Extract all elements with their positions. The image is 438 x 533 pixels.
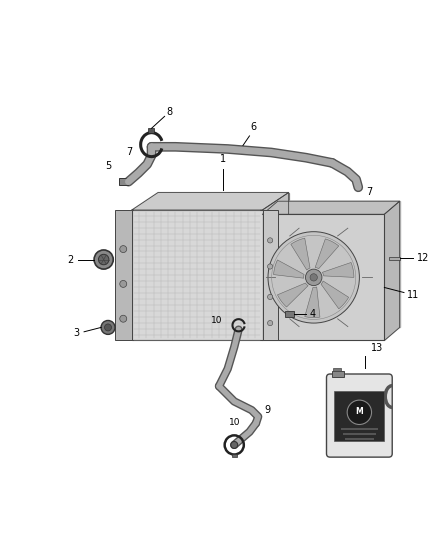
Text: 10: 10 (229, 418, 240, 426)
Bar (334, 391, 385, 441)
Bar (132, 210, 262, 341)
Circle shape (231, 441, 238, 448)
Polygon shape (132, 192, 289, 210)
Text: 10: 10 (211, 317, 222, 326)
Bar (115, 210, 132, 341)
Circle shape (310, 274, 318, 281)
Bar (285, 311, 294, 317)
Circle shape (305, 269, 322, 286)
Circle shape (105, 324, 112, 331)
Bar (119, 178, 128, 185)
Text: 7: 7 (127, 148, 133, 157)
Circle shape (99, 254, 109, 265)
Text: 7: 7 (366, 187, 372, 197)
Circle shape (94, 250, 113, 269)
Polygon shape (321, 281, 349, 309)
Polygon shape (385, 201, 399, 341)
Polygon shape (322, 262, 354, 277)
Text: 5: 5 (105, 161, 111, 171)
Polygon shape (277, 283, 308, 307)
Polygon shape (158, 192, 289, 323)
Polygon shape (315, 239, 339, 269)
Bar (232, 454, 237, 457)
Bar (345, 438, 374, 440)
Circle shape (268, 294, 273, 300)
Text: 12: 12 (417, 253, 429, 263)
Polygon shape (274, 260, 304, 278)
Circle shape (120, 280, 127, 287)
Text: 4: 4 (310, 309, 316, 319)
Circle shape (120, 315, 127, 322)
Text: 13: 13 (371, 343, 383, 353)
Bar (333, 368, 341, 372)
Text: 1: 1 (220, 154, 226, 164)
Bar (332, 371, 344, 377)
Text: 6: 6 (250, 123, 256, 133)
Text: 3: 3 (74, 328, 80, 338)
Bar (262, 214, 385, 341)
Circle shape (268, 232, 360, 323)
Polygon shape (278, 201, 399, 327)
Bar (262, 210, 278, 341)
Text: 11: 11 (407, 290, 419, 300)
Polygon shape (262, 192, 289, 341)
Text: 2: 2 (67, 255, 73, 264)
Polygon shape (305, 287, 320, 318)
Circle shape (268, 264, 273, 269)
Circle shape (268, 238, 273, 243)
Circle shape (101, 320, 115, 334)
Bar (148, 128, 154, 133)
Text: M: M (356, 407, 363, 416)
Polygon shape (291, 238, 310, 270)
Bar (341, 427, 378, 430)
Text: 8: 8 (167, 107, 173, 117)
Polygon shape (262, 201, 399, 214)
Bar (389, 257, 399, 260)
Text: 9: 9 (265, 405, 271, 415)
Circle shape (120, 246, 127, 253)
Circle shape (347, 400, 371, 424)
Circle shape (268, 320, 273, 326)
FancyBboxPatch shape (326, 374, 392, 457)
Bar (343, 433, 376, 435)
